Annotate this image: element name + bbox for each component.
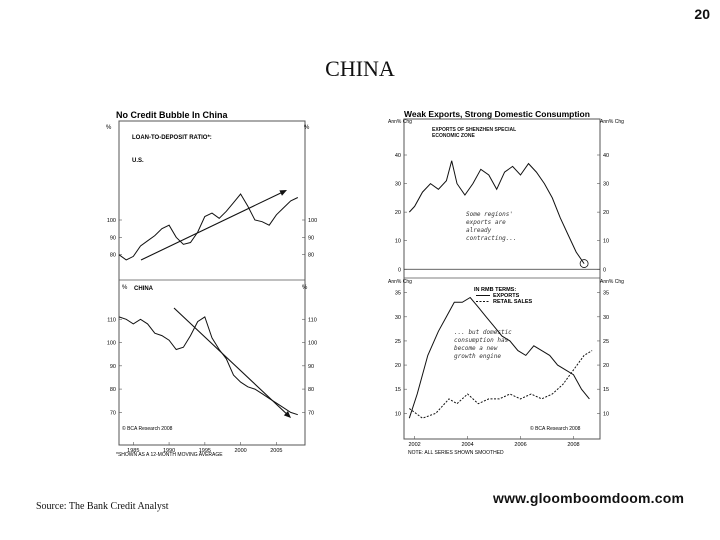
right-axis-unit: Ann% Chg <box>600 119 624 125</box>
series-label-box: EXPORTS OF SHENZHEN SPECIAL ECONOMIC ZON… <box>432 127 517 139</box>
y-tick-label-right: 10 <box>603 411 609 417</box>
y-tick-label-left: 20 <box>395 210 401 216</box>
trend-arrow <box>140 191 284 261</box>
source-note: Source: The Bank Credit Analyst <box>36 501 169 512</box>
right-axis-unit: % <box>304 125 310 131</box>
upper-annotation: Some regions' exports are already contra… <box>466 211 517 242</box>
rmb-panel: 10 10 15 15 20 20 25 25 30 30 35 35 <box>395 291 609 419</box>
y-tick-label-right: 10 <box>603 239 609 245</box>
exports-consumption-chart: Weak Exports, Strong Domestic Consumptio… <box>388 109 624 456</box>
y-tick-label-right: 90 <box>308 364 314 370</box>
series-line-retail-sales <box>409 350 593 419</box>
legend-label: EXPORTS <box>493 293 520 299</box>
y-tick-label-left: 15 <box>395 387 401 393</box>
annotation-box-upper: Some regions' exports are already contra… <box>466 211 517 242</box>
website-url: www.gloomboomdoom.com <box>493 490 685 506</box>
series-line-series <box>118 316 298 416</box>
y-tick-label-right: 20 <box>603 210 609 216</box>
series-line-exports <box>408 296 590 419</box>
y-tick-label-right: 90 <box>308 235 314 241</box>
y-tick-label-left: 80 <box>110 253 116 259</box>
china-panel: 70 70 80 80 90 90 100 100 110 110 <box>107 307 317 418</box>
credit-bubble-chart: No Credit Bubble In China % % LOAN-TO-DE… <box>106 110 317 458</box>
series-line-series <box>118 193 299 261</box>
china-label: CHINA <box>134 286 154 292</box>
x-tick-label: 2008 <box>567 442 579 448</box>
legend-label: RETAIL SALES <box>493 299 533 305</box>
y-tick-label-right: 0 <box>603 267 606 273</box>
x-tick-label: 2004 <box>461 442 473 448</box>
chart-frame <box>118 120 306 446</box>
y-tick-label-right: 80 <box>308 253 314 259</box>
lower-left-axis-unit: % <box>122 285 128 291</box>
y-tick-label-left: 20 <box>395 363 401 369</box>
trend-arrow-head <box>283 411 291 418</box>
end-point-circle <box>579 259 589 268</box>
series-label: LOAN-TO-DEPOSIT RATIO*: <box>132 135 212 141</box>
us-label: U.S. <box>132 158 144 164</box>
y-tick-label-right: 100 <box>308 218 317 224</box>
page-number: 20 <box>694 6 710 22</box>
left-axis-unit: Ann% Chg <box>388 119 412 125</box>
y-tick-label-right: 25 <box>603 339 609 345</box>
left-axis-unit: % <box>106 125 112 131</box>
chart-title: No Credit Bubble In China <box>116 110 228 120</box>
x-tick-label: 1985 <box>127 448 139 454</box>
shenzhen-panel: 0 0 10 10 20 20 30 30 40 40 <box>395 153 609 273</box>
x-axis: 2002 2004 2006 2008 <box>408 436 580 448</box>
y-tick-label-left: 40 <box>395 153 401 159</box>
y-tick-label-right: 70 <box>308 410 314 416</box>
y-tick-label-left: 35 <box>395 291 401 297</box>
lower-right-axis-unit: % <box>302 285 308 291</box>
y-tick-label-left: 110 <box>107 317 116 323</box>
y-tick-label-left: 100 <box>107 341 116 347</box>
lower-left-axis-unit: Ann% Chg <box>388 279 412 285</box>
y-tick-label-right: 100 <box>308 341 317 347</box>
y-tick-label-left: 70 <box>110 410 116 416</box>
y-tick-label-right: 110 <box>308 317 317 323</box>
chart-frame <box>403 118 601 440</box>
y-tick-label-right: 35 <box>603 291 609 297</box>
x-tick-label: 1990 <box>163 448 175 454</box>
y-tick-label-right: 80 <box>308 387 314 393</box>
y-tick-label-left: 80 <box>110 387 116 393</box>
y-tick-label-right: 30 <box>603 182 609 188</box>
copyright-label: © BCA Research 2008 <box>122 425 173 432</box>
x-tick-label: 2000 <box>234 448 246 454</box>
y-tick-label-right: 20 <box>603 363 609 369</box>
y-tick-label-left: 90 <box>110 235 116 241</box>
series-line-series <box>408 160 585 264</box>
y-tick-label-right: 15 <box>603 387 609 393</box>
y-tick-label-left: 90 <box>110 364 116 370</box>
x-tick-label: 2002 <box>408 442 420 448</box>
y-tick-label-right: 30 <box>603 315 609 321</box>
y-tick-label-left: 25 <box>395 339 401 345</box>
copyright-label: © BCA Research 2008 <box>530 425 581 432</box>
x-tick-label: 2005 <box>270 448 282 454</box>
y-tick-label-left: 10 <box>395 239 401 245</box>
x-tick-label: 1995 <box>199 448 211 454</box>
footnote: *SHOWN AS A 12-MONTH MOVING AVERAGE <box>116 452 223 458</box>
footnote: NOTE: ALL SERIES SHOWN SMOOTHED <box>408 450 504 456</box>
lower-annotation: ... but domestic consumption has become … <box>454 329 512 360</box>
y-tick-label-left: 30 <box>395 315 401 321</box>
y-tick-label-left: 0 <box>398 267 401 273</box>
chart-title: Weak Exports, Strong Domestic Consumptio… <box>404 109 590 119</box>
trend-arrow-head <box>279 190 287 196</box>
x-axis: 1985 1990 1995 2000 2005 <box>127 442 283 454</box>
y-tick-label-left: 100 <box>107 218 116 224</box>
annotation-box-lower: ... but domestic consumption has become … <box>454 329 512 360</box>
x-tick-label: 2006 <box>514 442 526 448</box>
us-panel: 80 80 90 90 100 100 <box>107 190 317 261</box>
lower-right-axis-unit: Ann% Chg <box>600 279 624 285</box>
y-tick-label-right: 40 <box>603 153 609 159</box>
y-tick-label-left: 10 <box>395 411 401 417</box>
shenzhen-series-label: EXPORTS OF SHENZHEN SPECIAL ECONOMIC ZON… <box>432 127 517 139</box>
rmb-series-label: IN RMB TERMS: <box>474 287 516 293</box>
y-tick-label-left: 30 <box>395 182 401 188</box>
slide-title: CHINA <box>325 56 395 81</box>
trend-arrow <box>173 307 289 416</box>
